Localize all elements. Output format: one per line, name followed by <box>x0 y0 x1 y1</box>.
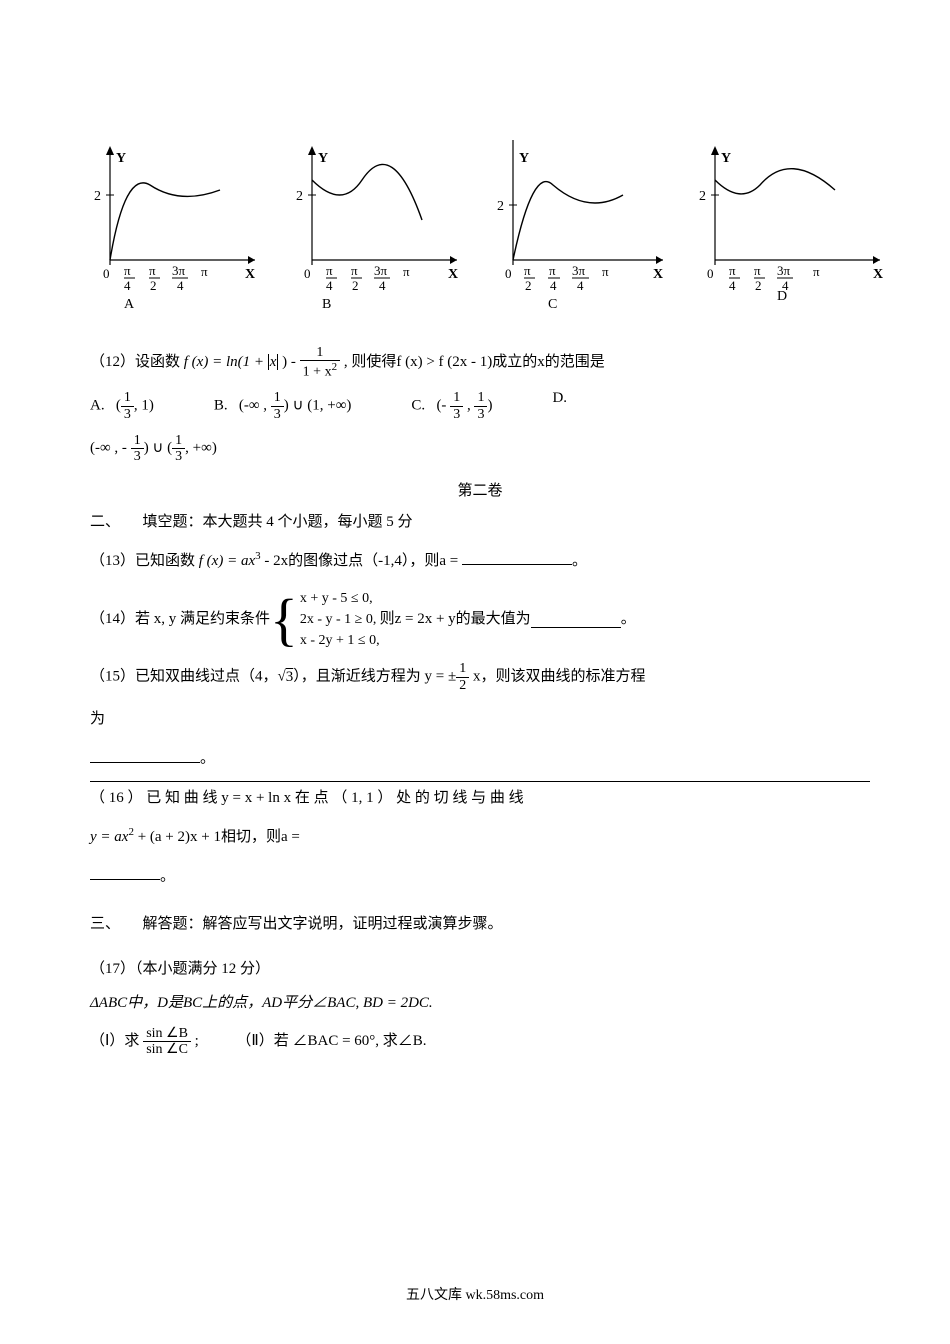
p12-choices: A. (13, 1) B. (-∞ , 13) ∪ (1, +∞) C. (- … <box>90 390 870 422</box>
svg-text:X: X <box>245 267 255 282</box>
svg-text:Y: Y <box>318 151 328 166</box>
blank-13 <box>462 549 572 566</box>
graph-a: Y 2 0 π 4 π 2 3π 4 π X A <box>90 140 265 315</box>
svg-text:4: 4 <box>379 278 386 293</box>
p17-frac: sin ∠B sin ∠C <box>143 1026 191 1058</box>
p12-optD-lbl: D. <box>552 390 567 422</box>
svg-text:X: X <box>448 267 458 282</box>
p12-minus: ) - <box>282 354 300 370</box>
svg-text:2: 2 <box>150 278 157 293</box>
problem-16b: y = ax2 + (a + 2)x + 1相切，则a = <box>90 820 870 854</box>
svg-text:3π: 3π <box>777 263 791 278</box>
svg-text:π: π <box>729 263 736 278</box>
svg-text:2: 2 <box>497 199 504 214</box>
p12-func: f (x) = ln(1 + <box>184 354 268 370</box>
svg-text:2: 2 <box>352 278 359 293</box>
svg-text:π: π <box>549 263 556 278</box>
svg-text:4: 4 <box>124 278 131 293</box>
svg-text:4: 4 <box>326 278 333 293</box>
problem-17a: （17）（本小题满分 12 分） <box>90 957 870 981</box>
footer: 五八文库 wk.58ms.com <box>0 1284 950 1304</box>
p12-abs: x <box>270 354 277 370</box>
svg-text:4: 4 <box>550 278 557 293</box>
svg-text:C: C <box>548 297 557 312</box>
problem-17b: ΔABC中，D是BC上的点，AD平分∠BAC, BD = 2DC. <box>90 991 870 1015</box>
svg-text:2: 2 <box>699 189 706 204</box>
problem-15-blank: 。 <box>90 746 870 771</box>
svg-text:π: π <box>124 263 131 278</box>
svg-text:π: π <box>326 263 333 278</box>
svg-text:3π: 3π <box>572 263 586 278</box>
graph-d: Y 2 0 π 4 π 2 3π 4 π X D <box>695 140 870 315</box>
graph-b: Y 2 0 π 4 π 2 3π 4 π X B <box>292 140 467 315</box>
svg-text:π: π <box>754 263 761 278</box>
p12-optC: C. (- 13 , 13) <box>411 390 492 422</box>
blank-14 <box>531 611 621 628</box>
svg-text:2: 2 <box>525 278 532 293</box>
svg-text:π: π <box>201 264 208 279</box>
svg-text:π: π <box>149 263 156 278</box>
svg-text:2: 2 <box>94 189 101 204</box>
problem-16-blank: 。 <box>90 864 870 889</box>
p14-system: { x + y - 5 ≤ 0, 2x - y - 1 ≥ 0, x - 2y … <box>270 588 380 651</box>
svg-text:Y: Y <box>519 151 529 166</box>
svg-text:4: 4 <box>729 278 736 293</box>
svg-text:Y: Y <box>721 151 731 166</box>
p12-optD-line: (-∞ , - 13) ∪ (13, +∞) <box>90 432 870 465</box>
svg-text:0: 0 <box>707 266 714 281</box>
problem-15b: 为 <box>90 703 870 736</box>
svg-text:4: 4 <box>577 278 584 293</box>
problem-12: （12）设函数 f (x) = ln(1 + x ) - 1 1 + x2 , … <box>90 345 870 380</box>
svg-text:3π: 3π <box>374 263 388 278</box>
p12-frac: 1 1 + x2 <box>300 345 340 380</box>
section2-sub: 二、 填空题：本大题共 4 个小题，每小题 5 分 <box>90 510 870 534</box>
problem-13: （13）已知函数 f (x) = ax3 - 2x的图像过点（-1,4），则a … <box>90 544 870 578</box>
section2-title: 第二卷 <box>90 479 870 500</box>
svg-text:B: B <box>322 297 331 312</box>
graph-c: Y 2 0 π 2 π 4 3π 4 π X C <box>493 140 668 315</box>
svg-text:3π: 3π <box>172 263 186 278</box>
svg-text:π: π <box>813 264 820 279</box>
svg-text:A: A <box>124 297 135 312</box>
svg-text:π: π <box>351 263 358 278</box>
graphs-row: Y 2 0 π 4 π 2 3π 4 π X A Y 2 <box>90 140 870 315</box>
svg-text:2: 2 <box>755 278 762 293</box>
p12-stem-b: , 则使得f (x) > f (2x - 1)成立的x的范围是 <box>344 354 605 370</box>
problem-17-parts: （Ⅰ）求 sin ∠B sin ∠C ; （Ⅱ）若 ∠BAC = 60°, 求∠… <box>90 1025 870 1058</box>
p12-optA: A. (13, 1) <box>90 390 154 422</box>
svg-text:4: 4 <box>177 278 184 293</box>
svg-text:π: π <box>524 263 531 278</box>
section3: 三、 解答题：解答应写出文字说明，证明过程或演算步骤。 <box>90 908 870 941</box>
problem-16a: （ 16 ） 已 知 曲 线 y = x + ln x 在 点 （ 1, 1 ）… <box>90 781 870 810</box>
svg-text:D: D <box>777 289 787 304</box>
svg-text:Y: Y <box>116 151 126 166</box>
problem-15: （15）已知双曲线过点（4，√3），且渐近线方程为 y = ±12 x，则该双曲… <box>90 661 870 693</box>
svg-text:0: 0 <box>505 266 512 281</box>
svg-text:0: 0 <box>304 266 311 281</box>
p12-stem-a: （12）设函数 <box>90 354 184 370</box>
svg-text:X: X <box>873 267 883 282</box>
problem-14: （14）若 x, y 满足约束条件 { x + y - 5 ≤ 0, 2x - … <box>90 588 870 651</box>
svg-text:0: 0 <box>103 266 110 281</box>
svg-text:π: π <box>403 264 410 279</box>
svg-text:2: 2 <box>296 189 303 204</box>
p12-optB: B. (-∞ , 13) ∪ (1, +∞) <box>214 390 352 422</box>
svg-text:X: X <box>653 267 663 282</box>
svg-text:π: π <box>602 264 609 279</box>
